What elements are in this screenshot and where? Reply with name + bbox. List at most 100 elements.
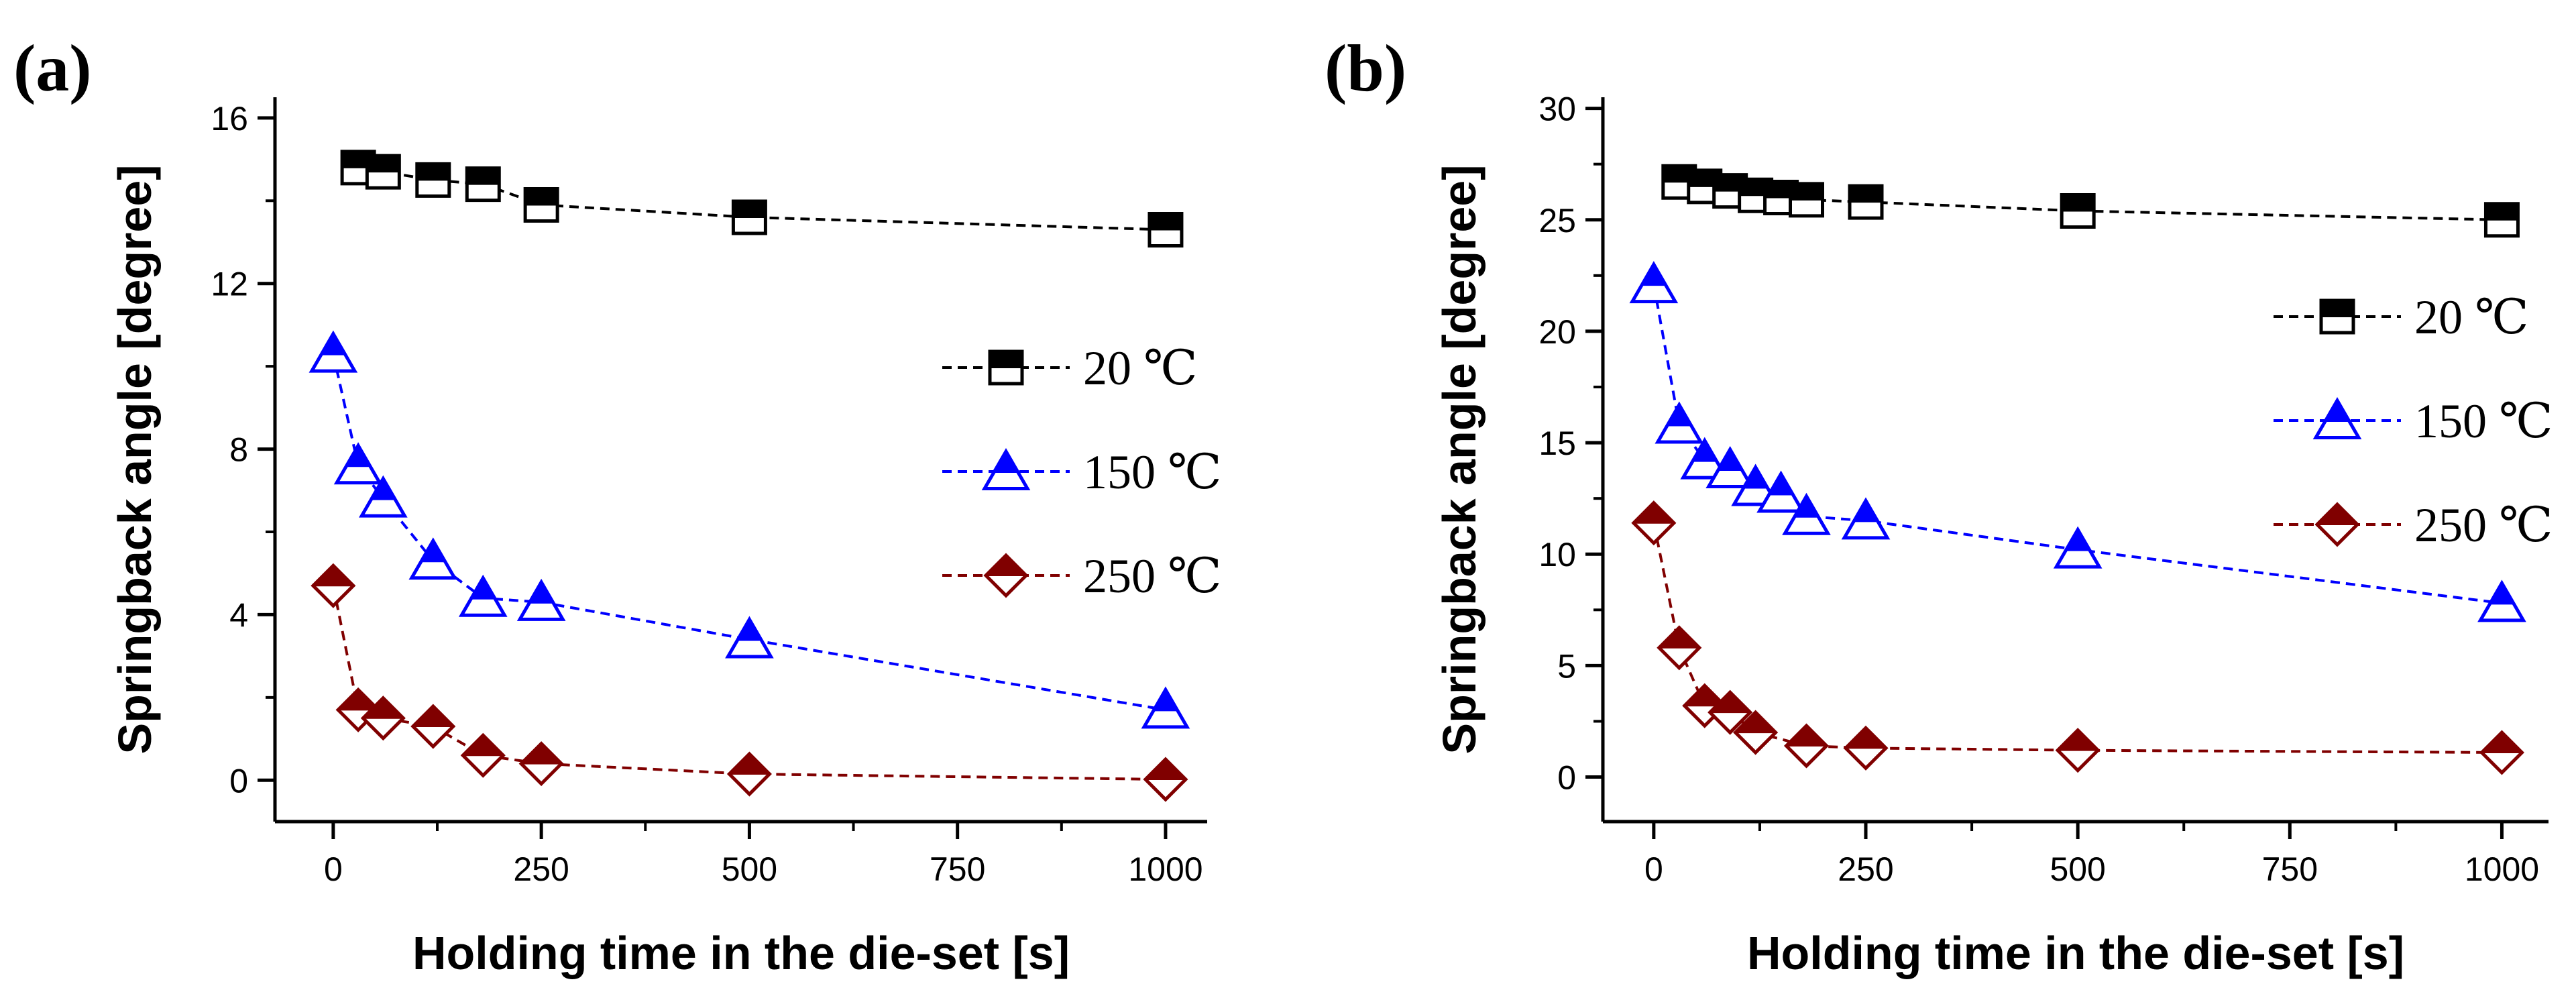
x-tick-label: 250	[513, 850, 569, 888]
data-point-series-2	[1843, 725, 1889, 771]
data-point-series-2-fill	[1734, 711, 1778, 734]
legend-marker-1	[2312, 396, 2362, 439]
data-point-series-1-fill	[345, 444, 372, 467]
chart-panel-b: (b) 0 250 500 750 1000 0 5 10 15 20 25 30 Holding tim…	[1325, 31, 2553, 979]
data-point-series-1	[309, 330, 358, 373]
data-point-series-0	[1789, 182, 1824, 218]
data-point-series-0-fill	[732, 200, 767, 218]
data-point-series-1	[359, 475, 408, 518]
legend-marker-0-fill	[2320, 300, 2354, 317]
data-point-series-2	[1631, 500, 1677, 546]
data-point-series-1-fill	[469, 576, 496, 600]
x-tick-label: 500	[2050, 850, 2105, 888]
x-tick-label: 0	[1644, 850, 1663, 888]
data-point-series-1-fill	[2489, 582, 2515, 605]
y-axis-title: Springback angle [degree]	[1433, 164, 1486, 754]
data-point-series-1-fill	[1717, 447, 1744, 471]
data-point-series-1-fill	[736, 618, 763, 641]
data-point-series-0-fill	[366, 155, 400, 173]
data-point-series-2	[311, 563, 356, 608]
y-tick-label: 25	[1538, 202, 1576, 239]
y-tick-label: 30	[1538, 91, 1576, 128]
y-tick-label: 8	[229, 431, 248, 469]
data-point-series-0	[1848, 184, 1884, 220]
data-point-series-2-fill	[1708, 691, 1752, 714]
data-point-series-0-fill	[416, 163, 450, 181]
data-point-series-0	[365, 154, 401, 190]
series-line-2	[331, 585, 1166, 781]
data-point-series-2	[460, 732, 506, 778]
data-point-series-1	[725, 616, 774, 659]
legend-marker-2-fill	[2315, 503, 2359, 525]
legend-label-2: 250 ℃	[1083, 549, 1222, 603]
y-tick-label: 4	[229, 596, 248, 634]
y-tick-label: 10	[1538, 536, 1576, 573]
data-point-series-0	[1147, 211, 1184, 247]
legend-marker-1	[981, 447, 1031, 490]
data-point-series-2	[1143, 757, 1188, 802]
legend-marker-2	[2314, 502, 2360, 547]
legend-label-2: 250 ℃	[2414, 498, 2553, 552]
y-axis-title: Springback angle [degree]	[109, 164, 161, 754]
data-point-series-1	[408, 537, 458, 580]
legend-marker-0-fill	[989, 351, 1023, 368]
data-point-series-1	[1655, 401, 1704, 444]
panel-label: (a)	[13, 31, 92, 105]
data-point-series-2-fill	[411, 705, 455, 728]
panel-label: (b)	[1325, 31, 1406, 105]
data-point-series-0	[2483, 202, 2520, 238]
data-point-series-2-fill	[1143, 758, 1188, 781]
legend-label-0: 20 ℃	[2414, 290, 2529, 344]
data-point-series-1-fill	[1768, 472, 1794, 496]
data-point-series-2-fill	[1844, 726, 1888, 749]
x-tick-label: 1000	[1128, 850, 1202, 888]
y-tick-label: 5	[1557, 647, 1576, 685]
data-point-series-1	[1680, 437, 1730, 480]
x-tick-label: 0	[324, 850, 343, 888]
data-point-series-2	[360, 696, 406, 741]
data-point-series-1	[2477, 579, 2526, 622]
data-point-series-1-fill	[1691, 439, 1718, 462]
y-tick-label: 0	[1557, 759, 1576, 797]
data-point-series-1	[1705, 445, 1755, 488]
y-tick-label: 12	[211, 266, 248, 303]
data-point-series-0-fill	[2061, 194, 2095, 212]
chart-panel-a: (a) 0 250 500 750 1000 0 4 8 12 16 Holding time in …	[13, 31, 1222, 979]
data-point-series-2-fill	[727, 753, 771, 775]
data-point-series-2-fill	[2056, 729, 2100, 751]
x-tick-label: 750	[930, 850, 985, 888]
data-point-series-1-fill	[1852, 499, 1879, 522]
data-point-series-2	[1733, 710, 1779, 755]
x-tick-label: 750	[2262, 850, 2318, 888]
data-point-series-2-fill	[461, 734, 505, 757]
data-point-series-1-fill	[1742, 465, 1769, 489]
data-point-series-2-fill	[1683, 684, 1727, 707]
data-point-series-2	[726, 751, 772, 797]
legend-marker-0	[2319, 298, 2355, 335]
data-point-series-1	[516, 578, 566, 621]
data-point-series-1	[1841, 497, 1891, 540]
legend-label-0: 20 ℃	[1083, 341, 1198, 395]
legend-marker-2	[983, 553, 1029, 598]
data-point-series-1-fill	[1152, 688, 1179, 712]
series-line-1	[331, 353, 1166, 712]
data-point-series-1-fill	[1640, 263, 1667, 286]
data-point-series-1	[2053, 526, 2103, 569]
data-point-series-1	[1731, 463, 1780, 506]
data-point-series-1	[1629, 261, 1679, 304]
legend-marker-2-fill	[984, 554, 1028, 576]
data-point-series-0-fill	[1148, 213, 1182, 231]
data-point-series-0-fill	[1849, 185, 1883, 203]
data-point-series-2	[1657, 625, 1702, 671]
y-tick-label: 20	[1538, 313, 1576, 351]
x-tick-label: 1000	[2465, 850, 2539, 888]
data-point-series-2-fill	[1785, 724, 1828, 747]
data-point-series-1	[1756, 470, 1805, 513]
data-point-series-1-fill	[1666, 403, 1693, 427]
data-point-series-0-fill	[1789, 182, 1824, 201]
data-point-series-1	[1141, 686, 1190, 729]
x-axis-title: Holding time in the die-set [s]	[412, 927, 1070, 979]
data-point-series-1	[1782, 492, 1831, 535]
x-axis-title: Holding time in the die-set [s]	[1747, 927, 2404, 979]
